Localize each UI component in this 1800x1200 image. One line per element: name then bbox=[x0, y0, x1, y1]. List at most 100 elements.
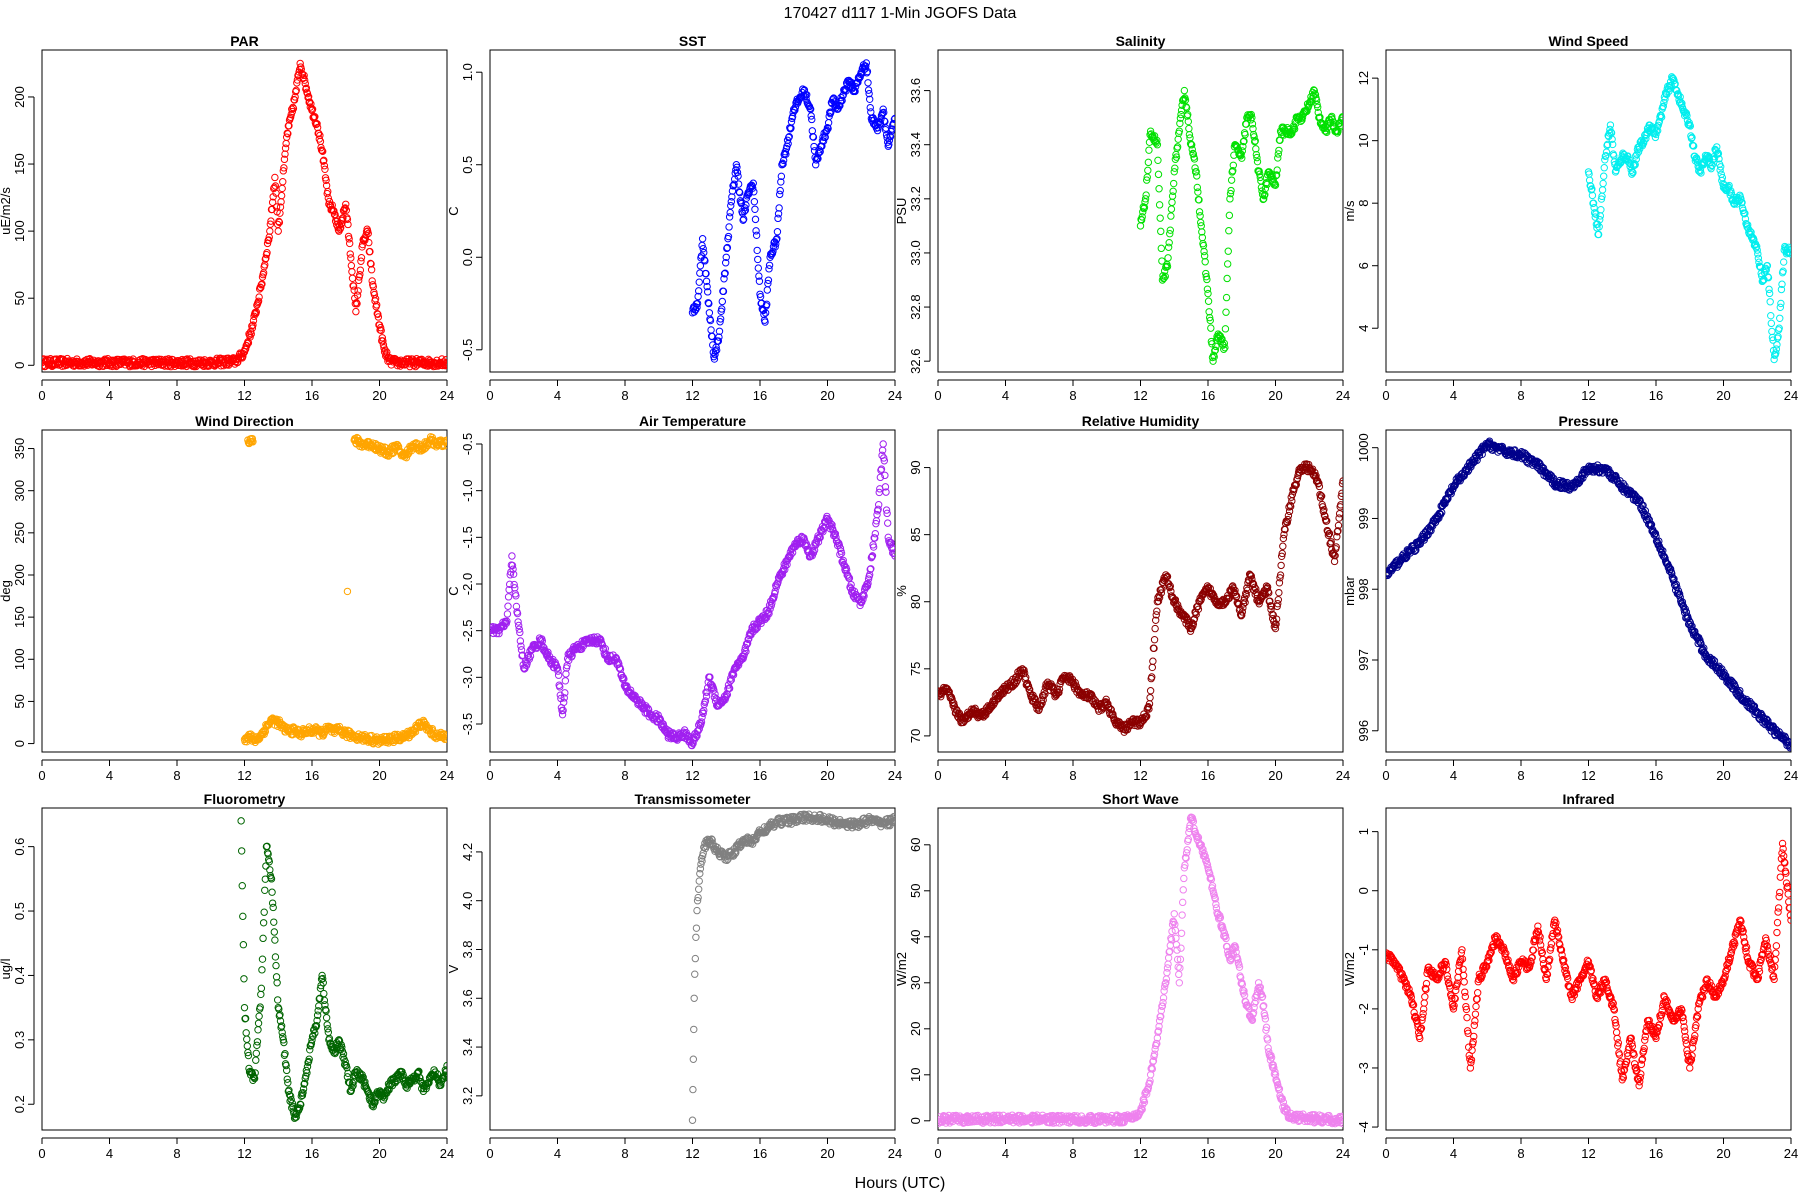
data-point bbox=[248, 437, 256, 446]
data-point bbox=[755, 272, 763, 280]
data-point bbox=[1335, 509, 1343, 518]
data-point bbox=[264, 236, 273, 244]
data-point bbox=[277, 191, 286, 200]
data-point bbox=[1685, 119, 1693, 127]
data-point bbox=[1336, 503, 1343, 511]
data-point bbox=[1314, 108, 1322, 117]
data-point bbox=[300, 71, 308, 80]
x-tick-label: 24 bbox=[1336, 388, 1350, 403]
x-tick-label: 8 bbox=[173, 1146, 180, 1161]
data-point bbox=[1650, 528, 1658, 536]
data-point bbox=[281, 1050, 289, 1058]
data-point bbox=[751, 205, 759, 213]
data-point bbox=[442, 436, 447, 445]
data-point bbox=[316, 137, 325, 146]
data-point bbox=[1275, 146, 1283, 155]
data-point bbox=[1251, 137, 1259, 145]
data-point bbox=[344, 220, 352, 229]
data-point bbox=[1668, 573, 1677, 581]
data-point bbox=[750, 197, 759, 206]
data-point bbox=[257, 990, 265, 999]
y-tick-label: 12 bbox=[1356, 71, 1371, 85]
data-point bbox=[1142, 191, 1150, 199]
y-tick-label: 250 bbox=[12, 522, 27, 544]
data-point bbox=[742, 647, 750, 656]
data-point bbox=[1218, 340, 1227, 349]
data-point bbox=[841, 567, 850, 575]
data-point bbox=[938, 691, 942, 700]
data-point bbox=[273, 979, 281, 987]
plot-frame bbox=[41, 49, 448, 373]
data-point bbox=[1642, 511, 1650, 519]
data-point bbox=[271, 182, 280, 190]
data-point bbox=[260, 908, 268, 916]
data-point bbox=[1204, 583, 1213, 592]
data-point bbox=[700, 248, 708, 257]
data-point bbox=[312, 1021, 321, 1030]
data-point bbox=[878, 446, 887, 454]
data-point bbox=[1632, 492, 1640, 500]
data-point bbox=[1222, 308, 1230, 316]
data-point bbox=[1193, 183, 1202, 192]
y-tick-label: 0 bbox=[12, 740, 27, 747]
x-tick-label: 16 bbox=[305, 388, 319, 403]
data-point bbox=[295, 1104, 304, 1112]
x-tick-label: 24 bbox=[1784, 768, 1798, 783]
data-point bbox=[1312, 96, 1321, 104]
data-point bbox=[775, 204, 783, 212]
y-tick-label: 0.0 bbox=[460, 248, 475, 266]
panel-title: PAR bbox=[230, 33, 259, 49]
data-point bbox=[872, 519, 880, 528]
y-tick-label: 0.5 bbox=[460, 156, 475, 174]
y-tick-label: 6 bbox=[1356, 262, 1371, 269]
data-point bbox=[1688, 141, 1697, 149]
data-point bbox=[1275, 579, 1284, 587]
data-point bbox=[654, 711, 662, 719]
data-point bbox=[508, 561, 517, 570]
data-point bbox=[1678, 99, 1686, 108]
data-point bbox=[402, 453, 411, 462]
data-point bbox=[324, 1025, 332, 1033]
data-point bbox=[739, 215, 748, 223]
data-point bbox=[1715, 155, 1723, 163]
data-point bbox=[280, 1038, 288, 1047]
data-point bbox=[1762, 266, 1770, 274]
data-point bbox=[1277, 561, 1285, 570]
panel-title: Wind Speed bbox=[1549, 33, 1629, 49]
data-point bbox=[280, 164, 288, 172]
data-point bbox=[1146, 693, 1154, 702]
data-point bbox=[1160, 274, 1168, 282]
data-point bbox=[1625, 155, 1633, 164]
data-point bbox=[716, 315, 725, 323]
data-point bbox=[770, 593, 778, 601]
data-point bbox=[1187, 624, 1196, 632]
data-point bbox=[1338, 113, 1343, 121]
data-point bbox=[304, 93, 313, 101]
data-point bbox=[948, 698, 957, 707]
data-point bbox=[1203, 285, 1212, 293]
data-point bbox=[279, 178, 287, 186]
y-axis-label: PSU bbox=[894, 198, 909, 225]
data-point bbox=[612, 653, 620, 662]
data-point bbox=[1683, 116, 1692, 125]
data-point bbox=[1263, 180, 1271, 189]
data-point bbox=[1681, 605, 1689, 613]
data-point bbox=[765, 261, 774, 269]
data-point bbox=[706, 316, 715, 325]
data-point bbox=[702, 269, 710, 278]
data-point bbox=[716, 318, 724, 326]
data-point bbox=[509, 565, 517, 573]
data-point bbox=[393, 361, 402, 370]
data-point bbox=[701, 697, 710, 705]
data-point bbox=[1310, 86, 1319, 95]
data-point bbox=[1175, 129, 1183, 137]
x-tick-label: 24 bbox=[888, 388, 902, 403]
data-point bbox=[517, 642, 525, 650]
data-point bbox=[269, 903, 277, 912]
data-point bbox=[1025, 685, 1034, 694]
data-point bbox=[1138, 213, 1146, 221]
data-point bbox=[1666, 565, 1675, 573]
data-point bbox=[1224, 247, 1232, 255]
data-point bbox=[692, 733, 700, 742]
